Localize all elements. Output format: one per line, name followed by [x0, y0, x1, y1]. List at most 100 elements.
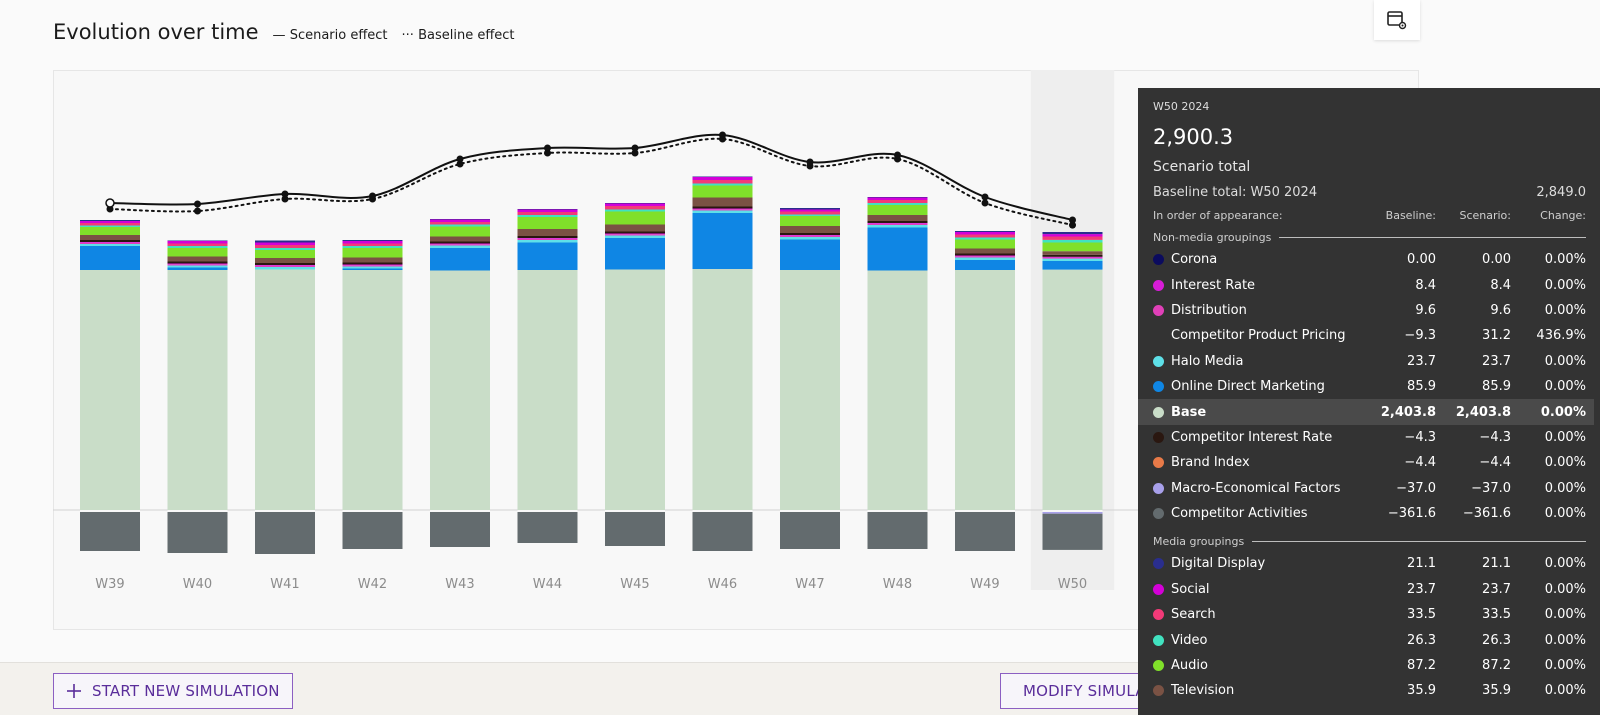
bar-segment	[430, 244, 490, 246]
start-new-simulation-label: START NEW SIMULATION	[92, 682, 280, 700]
x-tick-label: W41	[270, 577, 299, 592]
tooltip-row: Television 35.9 35.9 0.00%	[1138, 678, 1600, 703]
legend-dot-icon	[1153, 457, 1164, 469]
bar-segment	[517, 270, 578, 510]
legend-baseline-symbol: ···	[401, 28, 414, 43]
tooltip-row: Online Direct Marketing 85.9 85.9 0.00%	[1138, 374, 1600, 399]
bar-segment	[780, 214, 840, 216]
bar-segment	[867, 223, 928, 224]
tooltip-row: Search 33.5 33.5 0.00%	[1138, 602, 1600, 627]
bar-segment	[955, 248, 1015, 254]
tooltip-column-headers: In order of appearance: Baseline: Scenar…	[1153, 209, 1586, 222]
bar-segment	[780, 211, 840, 215]
bar-segment	[167, 240, 228, 241]
legend-scenario[interactable]: — Scenario effect	[273, 28, 388, 43]
bar-segment	[80, 244, 140, 246]
bar-segment	[605, 224, 665, 232]
tooltip-row-baseline: 35.9	[1407, 683, 1436, 699]
bar-segment	[955, 237, 1015, 240]
start-new-simulation-button[interactable]: START NEW SIMULATION	[53, 673, 293, 709]
bar-segment	[430, 226, 490, 237]
bar-segment	[255, 245, 315, 248]
bar-segment	[605, 203, 665, 206]
tooltip-row-change: 0.00%	[1544, 506, 1586, 522]
tooltip-row-change: 0.00%	[1544, 277, 1586, 293]
baseline-point	[981, 199, 989, 207]
tooltip-row-scenario: −4.4	[1479, 455, 1511, 471]
chart-header: Evolution over time — Scenario effect ··…	[53, 20, 515, 44]
bar-segment	[80, 220, 140, 221]
bar-segment	[867, 225, 928, 228]
bar-segment	[955, 270, 1015, 510]
bar-segment	[167, 264, 228, 266]
bar-segment	[167, 511, 228, 553]
tooltip-row-name: Competitor Activities	[1171, 506, 1308, 522]
tooltip-row-baseline: 0.00	[1407, 252, 1436, 268]
tooltip-total: 2,900.3	[1153, 125, 1234, 149]
bar-segment	[1042, 236, 1103, 240]
bar-segment	[80, 227, 140, 235]
legend-scenario-label: Scenario effect	[289, 28, 388, 43]
tooltip-row-name: Base	[1171, 404, 1207, 420]
legend-dot-icon	[1153, 279, 1164, 291]
tooltip-row: Halo Media 23.7 23.7 0.00%	[1138, 349, 1600, 374]
bar-segment	[255, 265, 315, 267]
legend-dot-icon	[1153, 355, 1164, 367]
bar-segment	[692, 183, 753, 186]
bar-segment	[867, 223, 928, 225]
scenario-point	[894, 151, 901, 159]
tooltip-row-change: 0.00%	[1544, 632, 1586, 648]
modify-simulation-label: MODIFY SIMULATION	[1023, 682, 1159, 700]
tooltip-group-nonmedia: Non-media groupings	[1153, 231, 1586, 244]
legend-dot-icon	[1153, 304, 1164, 316]
tooltip-row: Digital Display 21.1 21.1 0.00%	[1138, 551, 1600, 576]
tooltip-col-change: Change:	[1540, 209, 1586, 222]
bar-segment	[167, 270, 228, 510]
bar-segment	[692, 210, 753, 213]
bar-segment	[780, 235, 840, 236]
tooltip-row-scenario: 31.2	[1482, 328, 1511, 344]
table-settings-icon	[1387, 11, 1407, 30]
bar-segment	[955, 239, 1015, 249]
tooltip-baseline-total: Baseline total: W50 2024 2,849.0	[1153, 185, 1586, 200]
scenario-point	[281, 190, 289, 198]
bar-segment	[692, 213, 753, 269]
tooltip-row: Corona 0.00 0.00 0.00%	[1138, 247, 1600, 272]
scenario-point	[1069, 216, 1076, 224]
bar-segment	[692, 185, 753, 198]
tooltip-row-change: 0.00%	[1544, 455, 1586, 471]
bar-segment	[167, 248, 228, 257]
bar-segment	[1042, 254, 1103, 257]
x-tick-label: W50	[1058, 577, 1087, 592]
tooltip-row-baseline: 33.5	[1407, 607, 1436, 623]
modify-simulation-button[interactable]: MODIFY SIMULATION	[1000, 673, 1160, 709]
x-tick-label: W45	[620, 577, 649, 592]
plus-icon	[67, 684, 81, 698]
bar-segment	[517, 217, 578, 229]
bar-segment	[955, 512, 1015, 551]
tooltip-row-name: Brand Index	[1171, 455, 1250, 471]
tooltip-row: Competitor Product Pricing −9.3 31.2 436.9%	[1138, 323, 1600, 348]
bar-segment	[517, 511, 578, 543]
tooltip-row-baseline: 21.1	[1407, 556, 1436, 572]
legend-baseline[interactable]: ··· Baseline effect	[402, 28, 515, 43]
tooltip-group-media: Media groupings	[1153, 535, 1586, 548]
bar-segment	[342, 241, 403, 244]
bar-segment	[255, 267, 315, 270]
bar-segment	[342, 268, 403, 270]
tooltip-row-scenario: 33.5	[1482, 607, 1511, 623]
bar-segment	[955, 232, 1015, 235]
bar-segment	[867, 270, 928, 510]
tooltip-row: Audio 87.2 87.2 0.00%	[1138, 653, 1600, 678]
scenario-point	[981, 193, 989, 201]
stacked-bar-chart: W39 W40 W41 W42 W43 W44 W45 W46 W47 W48 W49 W50	[53, 70, 1419, 592]
bar-segment	[430, 222, 490, 225]
tooltip-col-scenario: Scenario:	[1459, 209, 1511, 222]
tooltip-row-name: Online Direct Marketing	[1171, 379, 1325, 395]
tooltip-row-name: Distribution	[1171, 302, 1247, 318]
bar-segment	[955, 256, 1015, 258]
table-settings-button[interactable]	[1374, 0, 1420, 40]
bar-segment	[80, 221, 140, 223]
tooltip-row-scenario: 0.00	[1482, 252, 1511, 268]
tooltip-row: Competitor Activities −361.6 −361.6 0.00%	[1138, 501, 1600, 526]
